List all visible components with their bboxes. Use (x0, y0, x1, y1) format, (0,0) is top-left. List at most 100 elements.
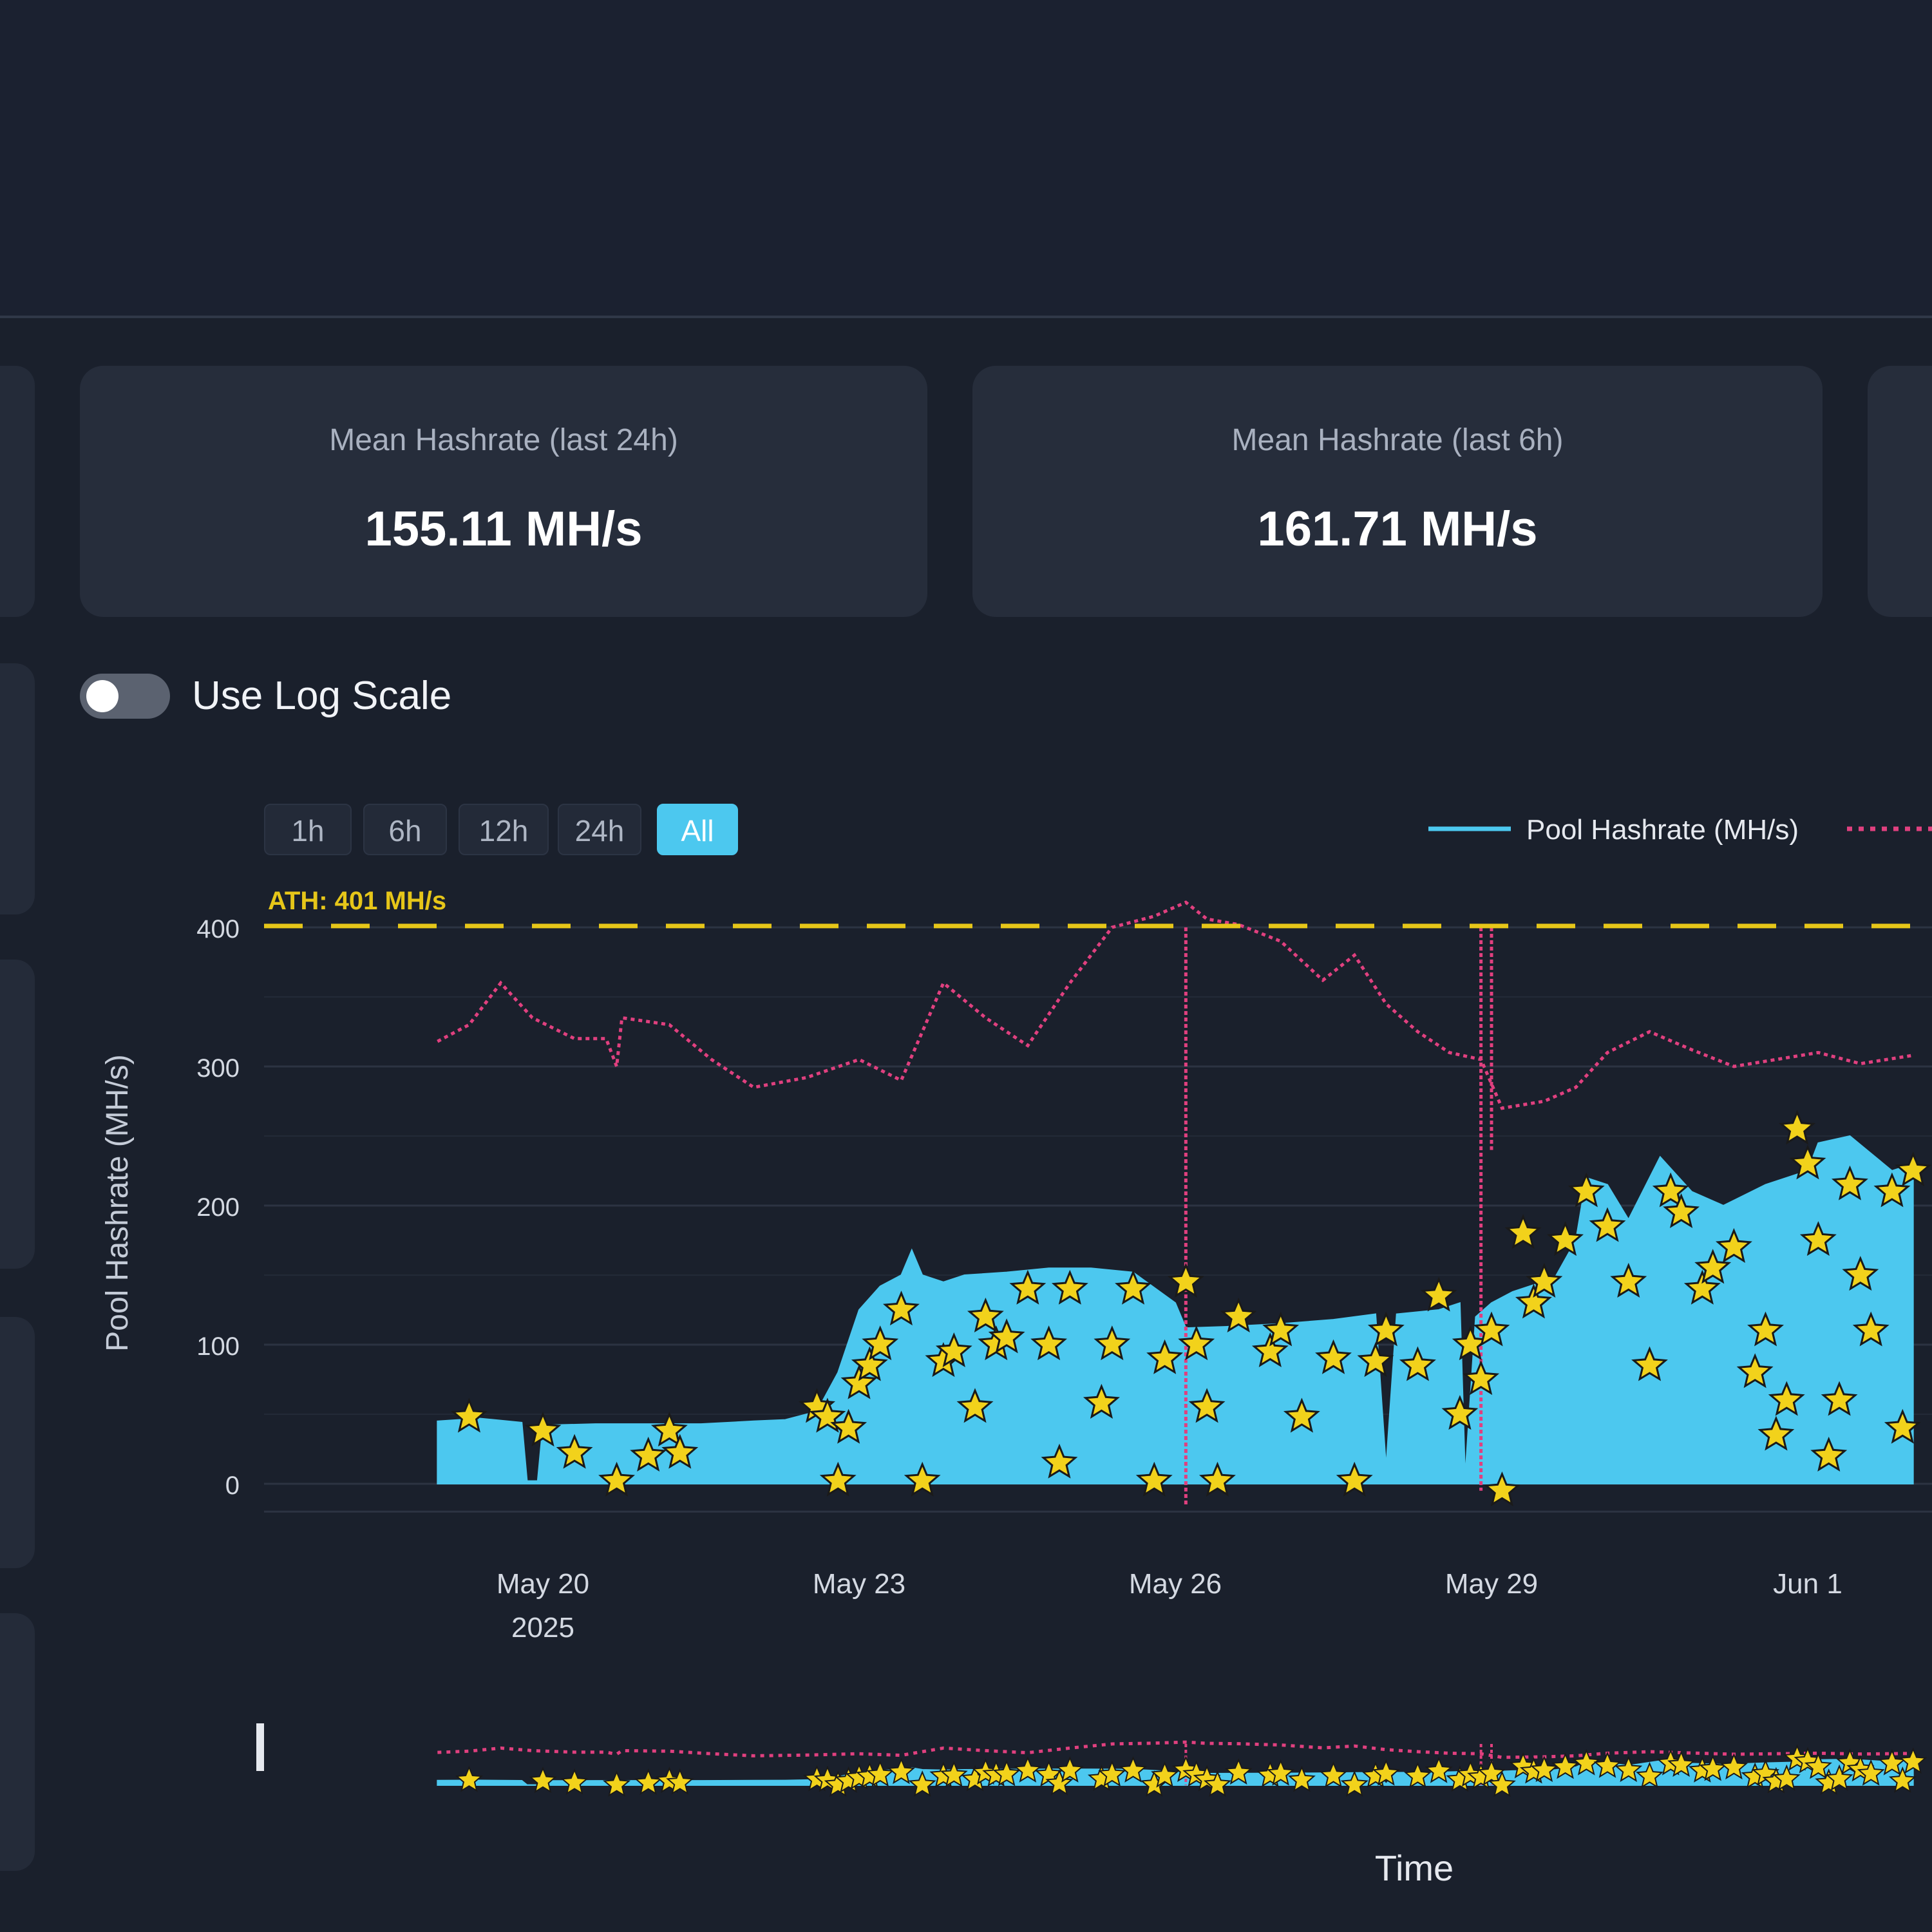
network-hashrate-line (437, 900, 1914, 1110)
preview-block-marker (1899, 1747, 1927, 1774)
y-tick-label: 100 (196, 1332, 240, 1361)
preview-block-marker (855, 1761, 884, 1788)
preview-pool-area (437, 1758, 1914, 1786)
block-found-marker (1789, 1144, 1826, 1180)
block-found-marker (819, 1461, 857, 1497)
block-found-marker (904, 1461, 941, 1497)
block-found-marker (1547, 1221, 1584, 1256)
legend-pool-label: Pool Hashrate (MH/s) (1526, 814, 1799, 846)
block-found-marker (524, 1411, 562, 1447)
block-found-marker (882, 1291, 920, 1326)
preview-block-marker (1361, 1761, 1390, 1788)
preview-block-marker (1098, 1760, 1126, 1787)
x-axis-label: Time (1375, 1848, 1454, 1888)
preview-block-marker (1741, 1762, 1769, 1789)
preview-block-marker (1783, 1744, 1812, 1771)
preview-block-marker (887, 1757, 915, 1785)
preview-block-marker (1656, 1748, 1685, 1776)
block-found-marker (1736, 1353, 1774, 1388)
preview-block-marker (1267, 1759, 1295, 1786)
stat-card-6h: Mean Hashrate (last 6h) 161.71 MH/s (972, 366, 1823, 617)
stat-label: Mean Hashrate (last 6h) (1231, 423, 1564, 457)
range-button-all[interactable]: All (657, 804, 738, 855)
block-found-marker (1452, 1325, 1489, 1361)
preview-block-marker (1224, 1758, 1253, 1785)
y-tick-label: 0 (225, 1472, 240, 1500)
preview-block-marker (1572, 1748, 1600, 1776)
block-found-marker (1610, 1262, 1647, 1298)
x-tick-label: May 20 (497, 1568, 589, 1600)
range-slider-preview (437, 1740, 1927, 1797)
range-button-24h[interactable]: 24h (558, 804, 641, 855)
preview-block-marker (1509, 1752, 1537, 1779)
block-found-marker (1083, 1383, 1120, 1419)
preview-block-marker (1688, 1756, 1716, 1783)
stat-value: 155.11 MH/s (365, 502, 643, 556)
block-found-marker (862, 1325, 899, 1361)
preview-block-marker (1719, 1753, 1748, 1780)
y-axis: 0 100 200 300 400 (196, 915, 240, 1500)
log-scale-toggle[interactable] (80, 674, 170, 719)
preview-block-marker (666, 1768, 694, 1795)
block-found-marker (1188, 1388, 1226, 1423)
block-found-marker (1884, 1408, 1921, 1444)
block-found-marker (1251, 1332, 1289, 1367)
block-found-marker (799, 1388, 836, 1423)
range-slider-handle[interactable] (256, 1723, 264, 1771)
preview-block-marker (1035, 1760, 1063, 1787)
block-found-marker (630, 1436, 667, 1472)
block-found-marker (1694, 1249, 1732, 1284)
block-found-marker (1895, 1151, 1932, 1187)
preview-block-marker (455, 1765, 483, 1792)
preview-network-line (437, 1740, 1913, 1759)
block-found-marker (1821, 1381, 1858, 1416)
preview-block-marker (1477, 1759, 1506, 1786)
block-found-marker (1852, 1311, 1889, 1347)
block-found-marker (1441, 1395, 1479, 1430)
x-tick-label: May 29 (1445, 1568, 1538, 1600)
block-found-marker (1483, 1471, 1520, 1506)
preview-block-marker (835, 1766, 863, 1793)
block-found-marker (1030, 1325, 1068, 1361)
block-found-marker (1779, 1110, 1816, 1145)
range-button-1h[interactable]: 1h (264, 804, 352, 855)
preview-block-marker (1888, 1766, 1917, 1793)
preview-block-marker (1340, 1770, 1368, 1797)
preview-block-marker (1699, 1754, 1727, 1781)
preview-block-marker (1857, 1759, 1885, 1786)
x-axis: May 20 2025 May 23 May 26 May 29 Jun 1 (497, 1568, 1842, 1643)
stat-card-partial-right (1868, 366, 1932, 617)
block-found-marker (1146, 1339, 1184, 1374)
preview-block-marker (961, 1765, 989, 1792)
preview-block-marker (1752, 1759, 1780, 1786)
x-tick-label: May 26 (1129, 1568, 1222, 1600)
range-button-12h[interactable]: 12h (459, 804, 549, 855)
preview-block-marker (1772, 1764, 1801, 1791)
x-tick-label: May 23 (813, 1568, 905, 1600)
block-found-marker (978, 1325, 1015, 1361)
preview-block-marker (1320, 1761, 1347, 1788)
range-button-6h[interactable]: 6h (363, 804, 447, 855)
stat-value: 161.71 MH/s (1257, 502, 1538, 556)
preview-block-marker (929, 1761, 958, 1788)
block-found-marker (956, 1388, 994, 1423)
preview-block-marker (1140, 1770, 1168, 1797)
preview-block-marker (813, 1765, 842, 1792)
block-found-marker (851, 1346, 888, 1381)
preview-block-marker (992, 1759, 1021, 1786)
block-found-marker (1198, 1461, 1236, 1497)
partial-stat-card-left (0, 366, 35, 617)
preview-block-marker (529, 1766, 557, 1794)
block-found-marker (1683, 1269, 1721, 1305)
preview-block-marker (1087, 1765, 1115, 1792)
block-found-marker (935, 1332, 972, 1367)
preview-block-marker (1256, 1761, 1284, 1788)
preview-block-marker (1193, 1765, 1221, 1792)
preview-block-marker (1372, 1759, 1400, 1786)
preview-block-marker (1182, 1760, 1211, 1787)
preview-block-marker (1403, 1761, 1432, 1788)
y-axis-label: Pool Hashrate (MH/s) (100, 1054, 135, 1351)
block-found-marker (988, 1318, 1025, 1354)
log-scale-label: Use Log Scale (192, 674, 452, 718)
